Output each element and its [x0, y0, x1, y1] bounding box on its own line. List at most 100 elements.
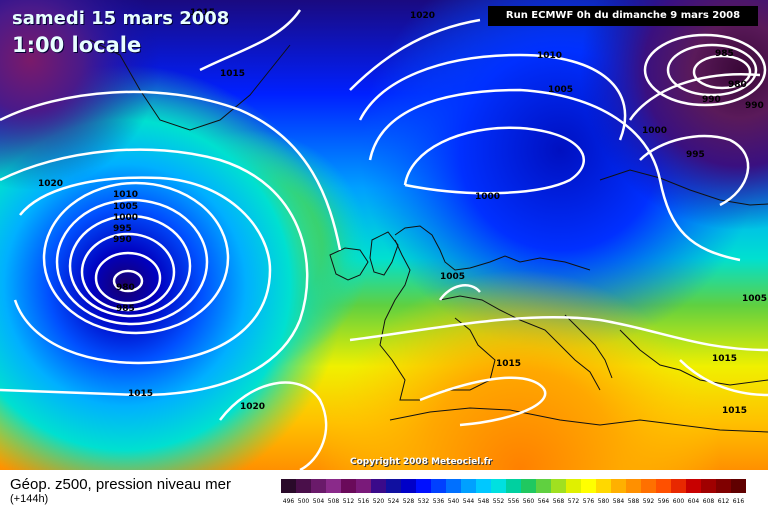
legend-swatch	[311, 479, 326, 493]
legend-swatch	[731, 479, 746, 493]
copyright-notice: Copyright 2008 Meteociel.fr	[350, 457, 493, 467]
legend-tick-label: 504	[313, 498, 325, 505]
label-low-1005: 1005	[113, 202, 138, 212]
legend-swatch	[686, 479, 701, 493]
legend-swatch	[701, 479, 716, 493]
label-980-ne: 980	[728, 80, 747, 90]
isobar-1005	[42, 181, 230, 335]
legend-tick-label: 580	[598, 498, 610, 505]
label-low-985: 985	[116, 304, 135, 314]
legend-tick-label: 572	[568, 498, 580, 505]
coastline-britain	[369, 231, 399, 276]
isobar-995	[68, 214, 192, 318]
legend-swatch	[461, 479, 476, 493]
isobar-1005-top	[368, 88, 741, 262]
legend-tick-label: 608	[703, 498, 715, 505]
isobar-1015-west	[0, 148, 309, 397]
isobar-1015-greenland	[199, 9, 302, 72]
legend-tick-label: 548	[478, 498, 490, 505]
isobars	[0, 9, 768, 470]
label-1000-east: 1000	[642, 126, 667, 136]
legend-swatch	[566, 479, 581, 493]
legend-swatch	[671, 479, 686, 493]
coastlines	[89, 39, 768, 433]
label-1015-greece: 1015	[712, 354, 737, 364]
legend-swatch	[716, 479, 731, 493]
coastline-ireland	[329, 247, 369, 281]
legend-tick-label: 532	[418, 498, 430, 505]
isobar-990	[80, 232, 176, 312]
legend-swatch	[371, 479, 386, 493]
label-1020-s: 1020	[240, 402, 265, 412]
legend-swatch	[341, 479, 356, 493]
legend-tick-label: 616	[733, 498, 745, 505]
legend-swatch	[596, 479, 611, 493]
label-1020-w: 1020	[38, 179, 63, 189]
forecast-map: 1010 1005 1000 995 990 985 980 1015 1015…	[0, 0, 768, 470]
legend-tick-label: 592	[643, 498, 655, 505]
legend-swatch	[611, 479, 626, 493]
isobar-1020-south	[219, 381, 328, 470]
legend-swatch	[356, 479, 371, 493]
legend-tick-label: 564	[538, 498, 550, 505]
legend-swatch	[281, 479, 296, 493]
coastline-adriatic	[564, 314, 613, 379]
label-1000-central: 1000	[475, 192, 500, 202]
legend-tick-label: 508	[328, 498, 340, 505]
label-low-1010: 1010	[113, 190, 138, 200]
label-990-ne-a: 990	[702, 95, 721, 105]
coastline-balkans	[619, 329, 768, 386]
label-1015-nw: 1015	[220, 69, 245, 79]
label-1020-top: 1020	[410, 11, 435, 21]
legend-swatch	[431, 479, 446, 493]
legend-tick-label: 568	[553, 498, 565, 505]
label-1015-italy: 1015	[496, 359, 521, 369]
isobar-1020-north	[0, 90, 342, 251]
color-scale-legend: 496 500 504 508 512 516 520 524 528 532 536 540 544 5…	[281, 479, 746, 505]
isobar-1010-top	[358, 53, 627, 141]
isobar-labels: 1010 1005 1000 995 990 985 980 1015 1015…	[38, 8, 767, 416]
isobar-1015-east	[679, 359, 768, 397]
legend-swatch	[506, 479, 521, 493]
legend-tick-label: 556	[508, 498, 520, 505]
isobar-1005-france	[438, 284, 481, 301]
label-1015-se: 1015	[722, 406, 747, 416]
legend-tick-label: 528	[403, 498, 415, 505]
legend-tick-label: 536	[433, 498, 445, 505]
parameter-label: Géop. z500, pression niveau mer	[10, 476, 231, 493]
forecast-local-time: 1:00 locale	[12, 33, 142, 57]
legend-tick-label: 544	[463, 498, 475, 505]
isobar-1020-top	[349, 18, 481, 91]
coastline-north-africa	[389, 407, 768, 433]
legend-tick-label: 524	[388, 498, 400, 505]
legend-tick-label: 552	[493, 498, 505, 505]
isobar-995-east	[639, 134, 750, 207]
legend-tick-label: 584	[613, 498, 625, 505]
legend-swatch	[326, 479, 341, 493]
label-995-east: 995	[686, 150, 705, 160]
legend-swatch	[446, 479, 461, 493]
label-990-ne-b: 990	[745, 101, 764, 111]
legend-tick-label: 612	[718, 498, 730, 505]
legend-swatch	[641, 479, 656, 493]
label-1005-top: 1005	[548, 85, 573, 95]
coastline-north-sea	[394, 225, 591, 271]
legend-tick-label: 540	[448, 498, 460, 505]
legend-swatch	[536, 479, 551, 493]
isobar-980-ne	[692, 54, 752, 90]
legend-swatch	[626, 479, 641, 493]
label-1010-top: 1010	[537, 51, 562, 61]
label-1005-east: 1005	[742, 294, 767, 304]
isobar-1000	[55, 198, 209, 326]
legend-tick-label: 604	[688, 498, 700, 505]
legend-tick-label: 560	[523, 498, 535, 505]
label-low-980: 980	[116, 283, 135, 293]
legend-swatch	[476, 479, 491, 493]
forecast-hour-label: (+144h)	[10, 493, 49, 505]
isobar-1000-east	[628, 73, 761, 121]
legend-tick-label: 500	[298, 498, 310, 505]
isobar-1010	[13, 176, 272, 365]
legend-swatch	[521, 479, 536, 493]
legend-tick-label: 516	[358, 498, 370, 505]
isobar-1015-south	[419, 376, 547, 427]
